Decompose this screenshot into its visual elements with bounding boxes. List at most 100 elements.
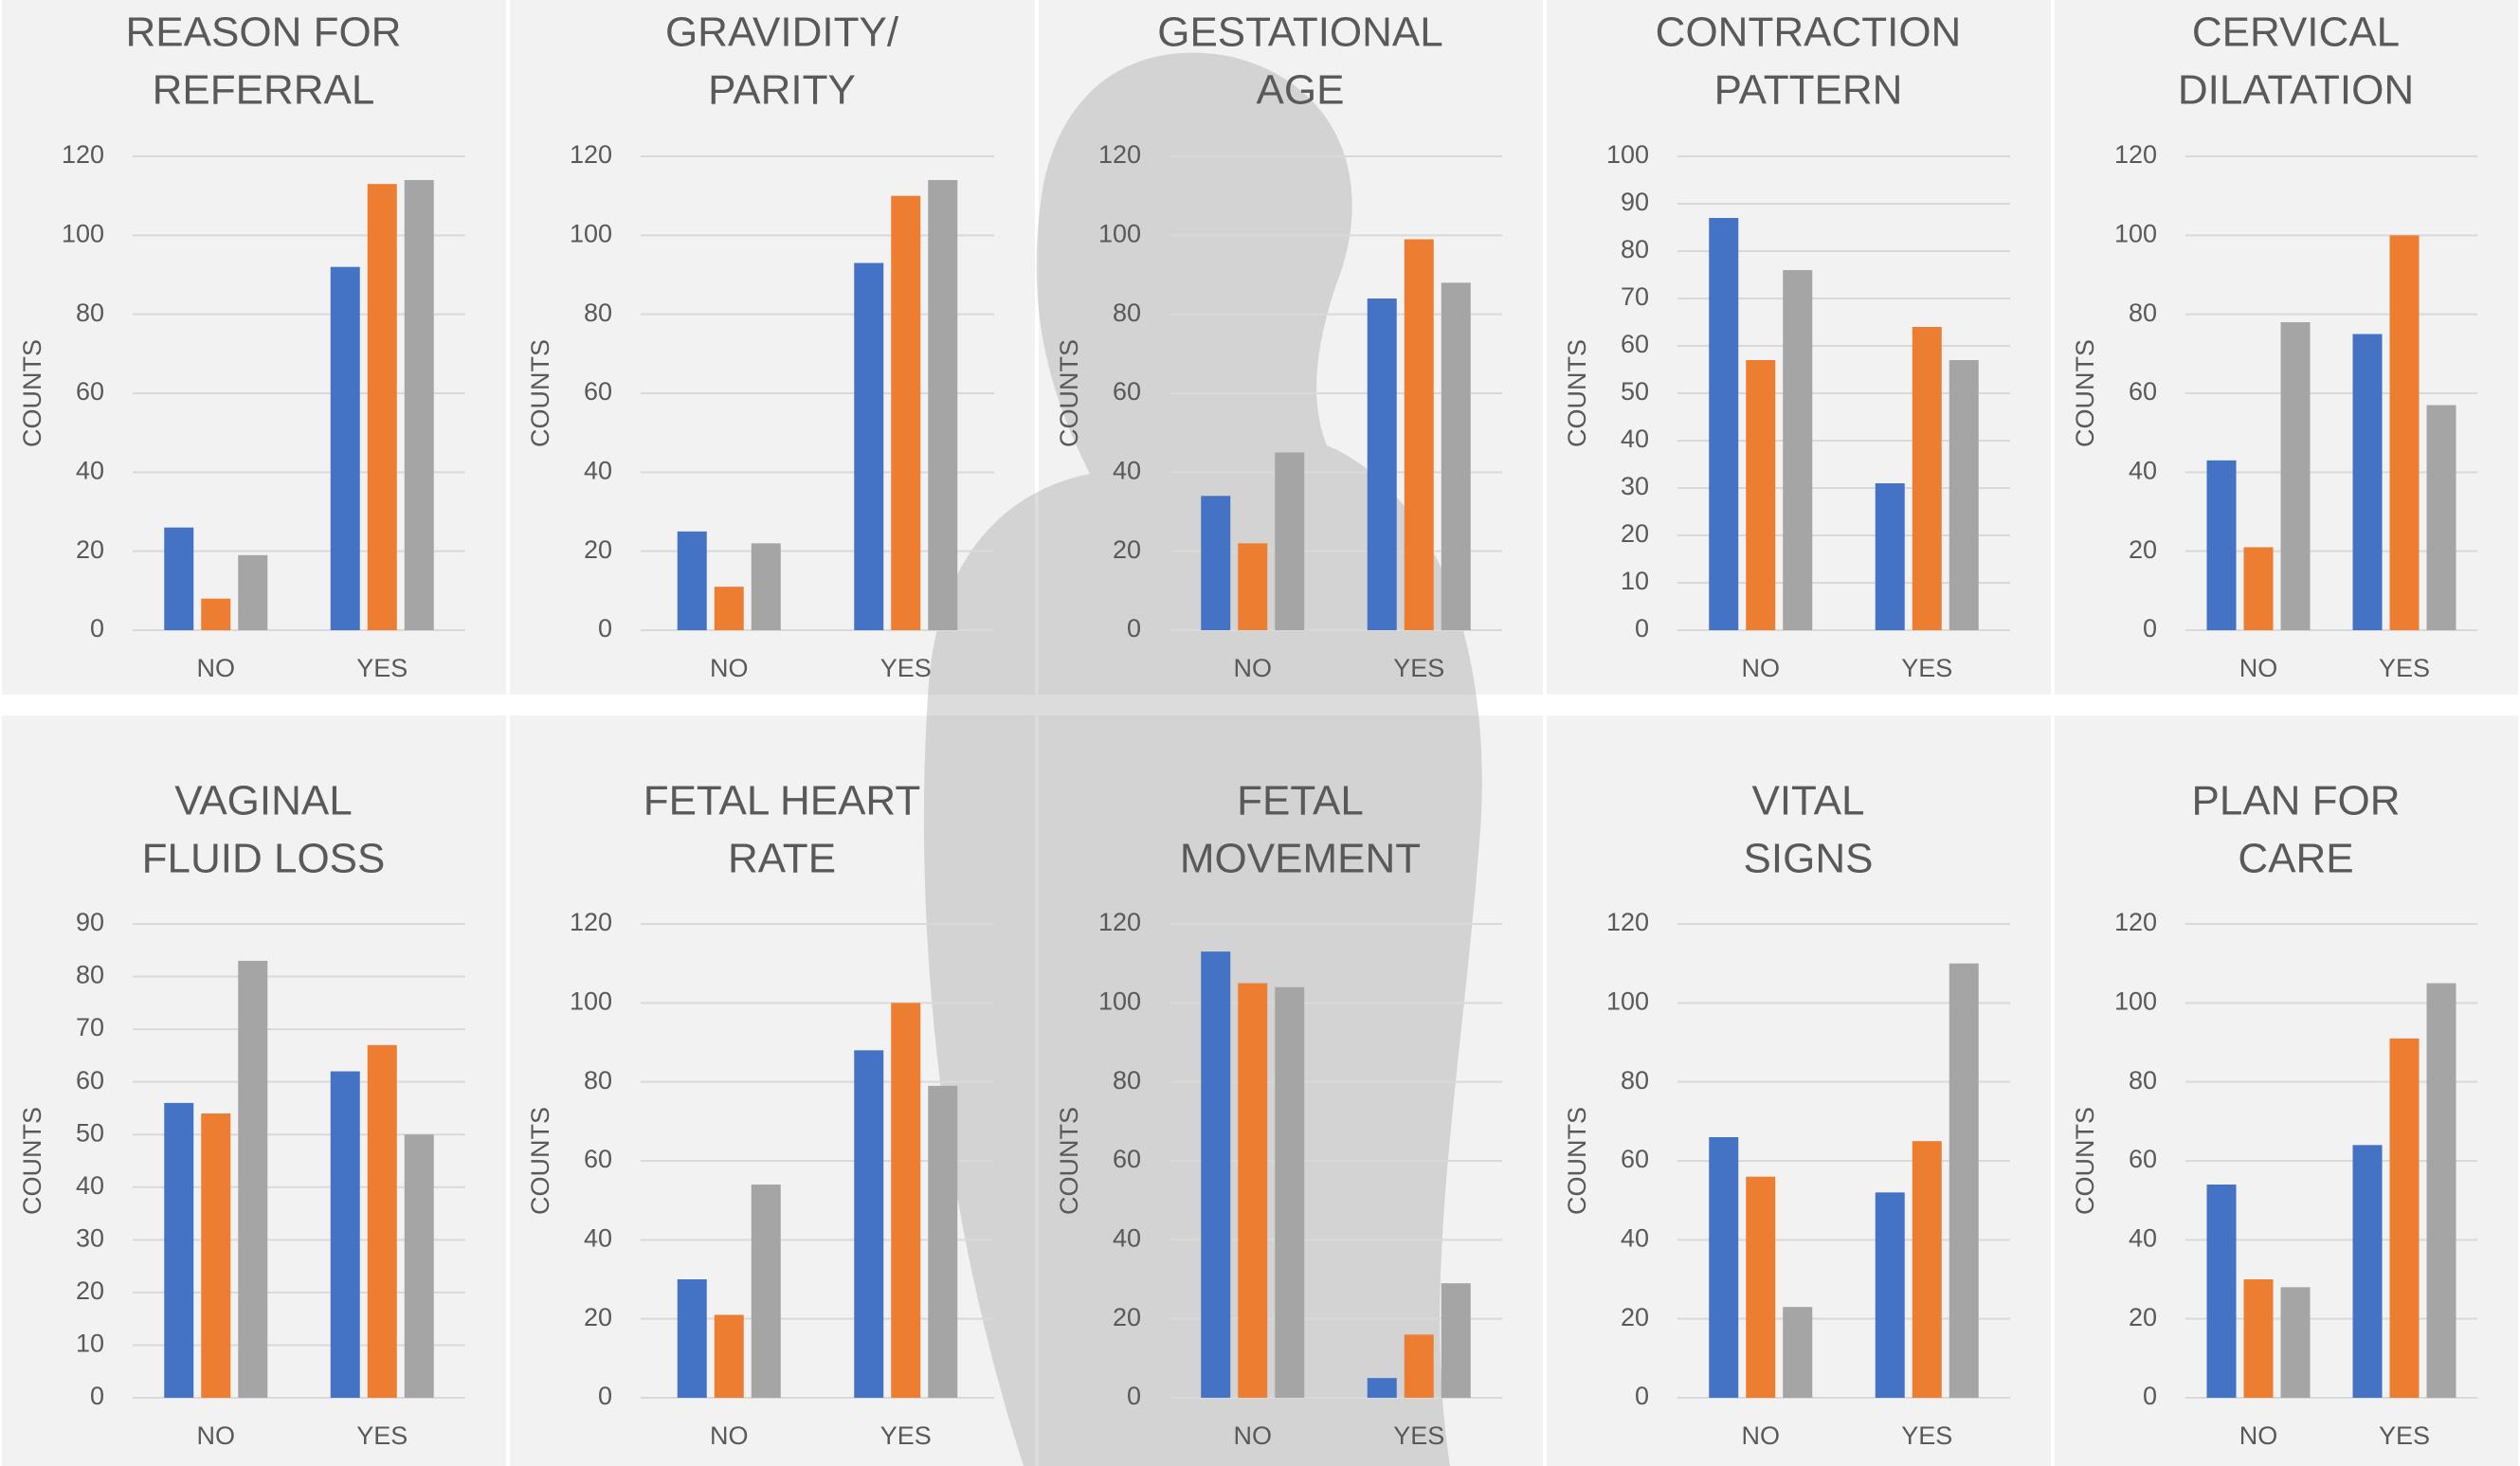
bar [1275,986,1305,1398]
y-tick-label: 40 [584,456,612,484]
y-tick-label: 0 [598,614,612,643]
y-tick-label: 80 [584,1066,612,1095]
y-axis-label: COUNTS [526,1107,554,1215]
y-tick-label: 20 [76,1276,104,1305]
y-tick-label: 0 [1127,1382,1141,1410]
bar [677,1279,707,1398]
chart-title: VITAL [1751,778,1864,824]
y-tick-label: 60 [2129,1145,2157,1173]
chart-title: CARE [2238,836,2353,882]
chart: CONTRACTION PATTERN COUNTS 0 10 20 30 40 50 60 70 8… [1563,9,2010,682]
chart-title: DILATATION [2178,67,2414,114]
bar [714,1314,744,1398]
chart: CERVICAL DILATATION COUNTS 0 20 40 60 80 100 120 N… [2071,9,2477,682]
y-tick-label: 70 [1621,282,1649,311]
bar [1912,1141,1942,1398]
bar [854,1050,884,1398]
chart: GRAVIDITY/PARITY COUNTS 0 20 40 60 80 100 120 NO Y… [526,9,994,682]
bar [1441,282,1471,630]
y-tick-label: 80 [1621,1066,1649,1095]
x-tick-label: NO [1234,654,1273,682]
x-tick-label: NO [1742,1421,1781,1450]
bar [1875,483,1905,630]
chart-title: PARITY [708,67,856,114]
y-tick-label: 70 [76,1013,104,1041]
y-tick-label: 80 [1621,235,1649,263]
bar [928,180,958,630]
bar [1367,299,1397,630]
chart: REASON FOR REFERRAL COUNTS 0 20 40 60 80 100 120 N… [18,9,465,682]
silhouette [923,52,1482,1466]
y-axis-label: COUNTS [1055,339,1083,447]
y-tick-label: 60 [76,1066,104,1095]
bar [1201,951,1231,1398]
bar [1949,360,1979,630]
bar [2352,1145,2383,1398]
x-tick-label: NO [1234,1421,1273,1450]
y-tick-label: 40 [1621,425,1649,453]
bar [2389,1038,2420,1398]
y-tick-label: 120 [1098,140,1141,169]
bar [201,1113,231,1398]
chart: VITAL SIGNS COUNTS 0 20 40 60 80 100 120 NO YES [1563,778,2010,1450]
x-tick-label: YES [356,654,408,682]
chart: VAGINAL FLUID LOSS COUNTS 0 10 20 30 40 50 60 70 80… [18,778,465,1450]
y-tick-label: 100 [1606,140,1649,169]
y-tick-label: 100 [570,986,612,1015]
bar [891,1003,921,1398]
chart-title: GESTATIONAL [1157,9,1443,56]
y-tick-label: 20 [584,1303,612,1331]
chart: FETAL HEART RATE COUNTS 0 20 40 60 80 100 120 NO YE… [526,778,994,1450]
y-tick-label: 100 [1606,986,1649,1015]
bar [1912,327,1942,630]
y-tick-label: 0 [1635,1382,1649,1410]
bar [367,1044,397,1398]
chart-title: FETAL HEART [644,778,921,824]
y-tick-label: 10 [76,1330,104,1358]
bar [1949,963,1979,1398]
y-tick-label: 80 [76,299,104,327]
y-tick-label: 20 [1113,1303,1141,1331]
y-axis-label: COUNTS [2071,339,2099,447]
bar [1746,1176,1776,1398]
y-tick-label: 0 [2143,614,2157,643]
y-tick-label: 80 [76,961,104,989]
y-tick-label: 90 [76,908,104,936]
y-tick-label: 100 [2114,219,2157,247]
y-tick-label: 60 [1621,330,1649,358]
y-axis-label: COUNTS [2071,1107,2099,1215]
chart-title: PLAN FOR [2191,778,2400,824]
bar [714,587,744,630]
y-tick-label: 0 [1127,614,1141,643]
y-tick-label: 40 [76,1171,104,1200]
bar [404,180,434,630]
y-tick-label: 90 [1621,188,1649,216]
bar [404,1134,434,1398]
y-tick-label: 40 [2129,1223,2157,1252]
bar [2243,1279,2274,1398]
y-axis-label: COUNTS [1563,1107,1591,1215]
y-tick-label: 120 [2114,140,2157,169]
chart: PLAN FOR CARE COUNTS 0 20 40 60 80 100 120 NO YES [2071,778,2477,1450]
chart: FETAL MOVEMENT COUNTS 0 20 40 60 80 100 120 NO YES [1055,778,1502,1450]
x-tick-label: YES [880,1421,932,1450]
y-tick-label: 40 [1113,1223,1141,1252]
x-tick-label: YES [2379,654,2430,682]
y-tick-label: 60 [584,377,612,406]
x-tick-label: YES [880,654,932,682]
chart-title: AGE [1257,67,1345,114]
chart-title: MOVEMENT [1180,836,1421,882]
y-tick-label: 60 [1113,1145,1141,1173]
chart-title: FETAL [1237,778,1364,824]
y-axis-label: COUNTS [18,339,46,447]
y-tick-label: 30 [76,1223,104,1252]
bar [1238,543,1268,630]
bar [164,527,194,630]
bar [2280,322,2311,630]
bar [2280,1287,2311,1398]
y-tick-label: 20 [1621,1303,1649,1331]
y-tick-label: 40 [76,456,104,484]
y-tick-label: 20 [1621,519,1649,548]
y-tick-label: 60 [1113,377,1141,406]
y-tick-label: 40 [1621,1223,1649,1252]
